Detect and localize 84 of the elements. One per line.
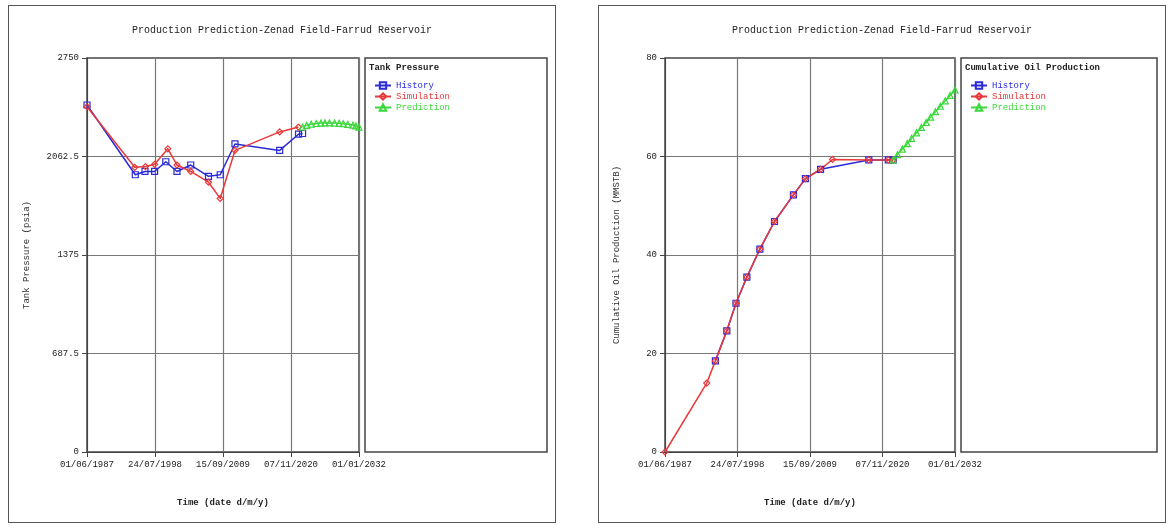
y-tick-label: 0 [73, 447, 79, 457]
y-tick-label: 40 [646, 250, 657, 260]
chart-title: Production Prediction-Zenad Field-Farrud Reservoir [731, 24, 1033, 36]
y-tick-label: 20 [646, 348, 657, 359]
point [908, 134, 916, 142]
point [312, 119, 320, 128]
x-tick-label: 07/11/2020 [855, 459, 910, 470]
point [276, 128, 284, 136]
x-axis-title: Time (date d/m/y) [764, 497, 856, 508]
y-tick-label: 687.5 [51, 348, 79, 359]
point [141, 163, 150, 171]
point [204, 178, 213, 186]
point [231, 140, 239, 148]
legend-label: History [396, 80, 435, 91]
point [187, 167, 195, 176]
point [703, 379, 711, 387]
y-tick-label: 60 [646, 151, 657, 162]
point [898, 145, 907, 153]
x-tick-label: 01/06/1987 [59, 459, 115, 470]
point [164, 145, 172, 153]
point [325, 119, 334, 127]
point [187, 161, 195, 169]
point [216, 194, 224, 203]
x-tick-label: 24/07/1998 [127, 459, 182, 470]
point [276, 146, 284, 155]
point [339, 120, 347, 128]
point [131, 171, 139, 179]
point [131, 163, 139, 171]
point [151, 160, 159, 168]
point [298, 129, 307, 138]
point [941, 97, 949, 105]
legend-title: Cumulative Oil Production [965, 62, 1101, 73]
point [173, 167, 181, 176]
x-tick-label: 24/07/1998 [710, 459, 765, 470]
y-tick-label: 2750 [57, 53, 79, 63]
legend-label: Prediction [992, 102, 1047, 113]
legend-label: Simulation [992, 91, 1047, 102]
legend-title: Tank Pressure [369, 62, 440, 73]
legend-label: Simulation [396, 91, 451, 102]
point [317, 119, 325, 127]
point [912, 129, 921, 137]
point [344, 120, 352, 128]
point [162, 158, 170, 166]
x-tick-label: 01/01/2032 [927, 459, 983, 470]
legend-label: Prediction [396, 102, 451, 113]
point [307, 120, 315, 128]
point [931, 108, 940, 116]
x-tick-label: 01/01/2032 [331, 459, 387, 470]
x-tick-label: 01/06/1987 [637, 459, 693, 470]
point [352, 122, 360, 130]
point [298, 123, 307, 131]
point [294, 130, 303, 138]
x-axis-title: Time (date d/m/y) [177, 497, 269, 508]
point [294, 123, 303, 131]
x-tick-label: 07/11/2020 [263, 459, 318, 470]
point [936, 102, 944, 110]
y-tick-label: 0 [651, 447, 657, 457]
point [204, 172, 213, 180]
point [335, 119, 343, 127]
chart-title: Production Prediction-Zenad Field-Farrud Reservoir [131, 24, 433, 36]
point [917, 123, 925, 132]
y-axis-title: Tank Pressure (psia) [21, 200, 32, 310]
point [216, 171, 224, 179]
point [903, 140, 911, 148]
point [303, 121, 311, 129]
y-tick-label: 80 [646, 53, 657, 63]
legend-label: History [992, 80, 1031, 91]
point [893, 150, 902, 159]
point [331, 119, 339, 127]
x-tick-label: 15/09/2009 [782, 459, 837, 470]
x-tick-label: 15/09/2009 [195, 459, 250, 470]
point [946, 91, 954, 100]
y-tick-label: 1375 [57, 250, 79, 260]
point [927, 113, 935, 121]
point [951, 86, 959, 94]
point [151, 167, 159, 176]
point [355, 123, 363, 131]
point [922, 118, 930, 127]
point [231, 146, 239, 155]
point [141, 167, 149, 176]
point [321, 119, 329, 127]
y-tick-label: 2062.5 [46, 151, 79, 162]
point [349, 121, 357, 129]
y-axis-title: Cumulative Oil Production (MMSTB) [611, 165, 622, 345]
